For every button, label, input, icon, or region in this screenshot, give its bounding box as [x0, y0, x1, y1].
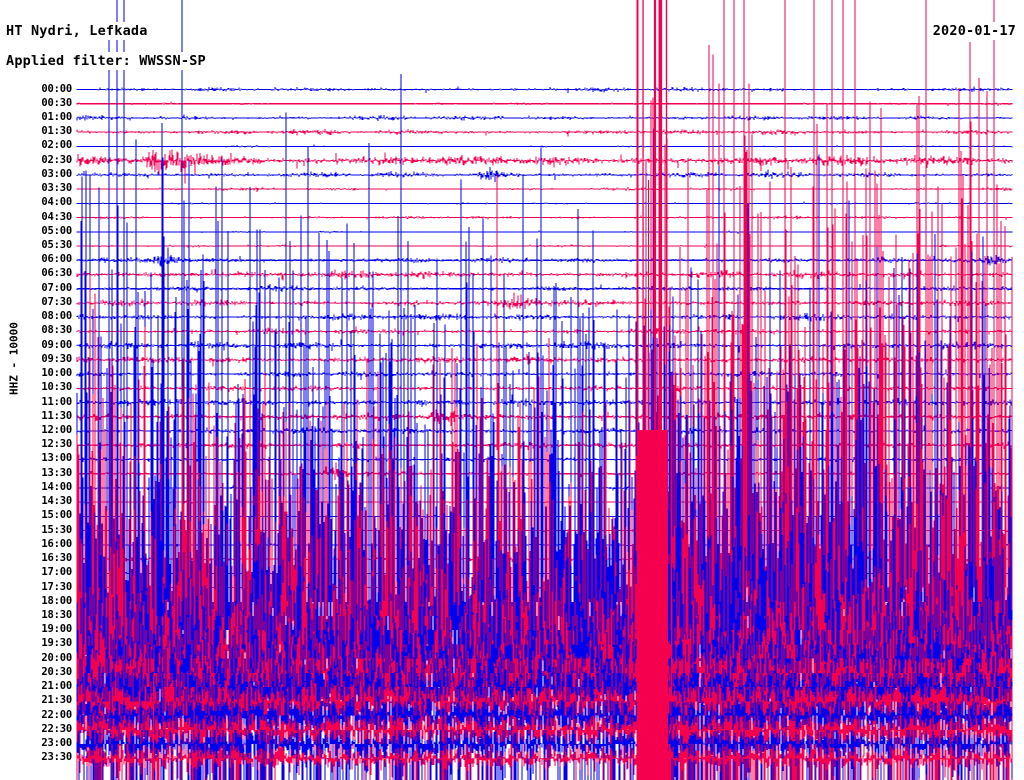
trace-row-07-30: [76, 292, 1013, 310]
trace-row-03-00: [76, 166, 1013, 183]
time-tick-01-00: 01:00: [41, 110, 72, 123]
trace-row-04-30: [76, 215, 1013, 221]
trace-row-03-30: [76, 187, 1013, 192]
trace-row-01-30: [76, 129, 1013, 137]
trace-row-00-00: [76, 86, 1013, 94]
trace-row-08-00: [76, 313, 1013, 323]
clipped-spike-5: [665, 0, 668, 780]
time-tick-23-30: 23:30: [41, 751, 72, 764]
trace-row-10-00: [76, 369, 1013, 381]
time-tick-12-30: 12:30: [41, 438, 72, 451]
trace-row-05-30: [76, 243, 1013, 248]
time-tick-12-00: 12:00: [41, 424, 72, 437]
time-tick-07-00: 07:00: [41, 281, 72, 294]
trace-row-23-30: [76, 745, 1013, 774]
time-tick-18-30: 18:30: [41, 609, 72, 621]
time-tick-01-30: 01:30: [41, 125, 72, 138]
time-tick-21-00: 21:00: [41, 680, 72, 693]
trace-row-11-00: [76, 394, 1013, 408]
time-tick-20-00: 20:00: [41, 651, 72, 664]
time-tick-06-30: 06:30: [41, 267, 72, 280]
trace-row-01-00: [76, 114, 1013, 121]
clipped-spike-3: [653, 0, 657, 780]
trace-row-06-30: [76, 268, 1013, 281]
trace-row-08-30: [76, 326, 1013, 336]
time-tick-19-30: 19:30: [41, 637, 72, 650]
trace-row-09-30: [76, 352, 1013, 367]
clipped-spike-1: [636, 0, 639, 780]
time-tick-15-00: 15:00: [41, 509, 72, 522]
time-tick-14-00: 14:00: [41, 480, 72, 493]
time-tick-11-00: 11:00: [41, 395, 72, 408]
time-tick-04-00: 04:00: [41, 196, 72, 209]
trace-row-22-30: [76, 708, 1013, 751]
time-tick-00-30: 00:30: [41, 96, 72, 109]
clipped-spike-4: [658, 0, 663, 780]
time-tick-10-30: 10:30: [41, 381, 72, 394]
time-tick-04-30: 04:30: [41, 210, 72, 223]
time-tick-00-00: 00:00: [41, 82, 72, 95]
time-tick-11-30: 11:30: [41, 409, 72, 422]
clipped-spike-8: [496, 175, 498, 450]
trace-row-21-30: [76, 670, 1013, 732]
trace-row-00-30: [76, 101, 1013, 106]
time-tick-16-30: 16:30: [41, 552, 72, 565]
trace-row-02-30: [76, 149, 1013, 184]
time-tick-09-00: 09:00: [41, 338, 72, 351]
trace-row-04-00: [76, 201, 1013, 205]
time-tick-14-30: 14:30: [41, 495, 72, 508]
trace-row-10-30: [76, 384, 1013, 392]
time-tick-22-30: 22:30: [41, 722, 72, 735]
time-tick-08-00: 08:00: [41, 310, 72, 323]
time-tick-05-00: 05:00: [41, 224, 72, 237]
clipped-spike-7: [671, 455, 672, 700]
trace-row-02-00: [76, 144, 1013, 148]
time-tick-15-30: 15:30: [41, 523, 72, 536]
time-tick-18-00: 18:00: [41, 594, 72, 607]
time-tick-19-00: 19:00: [41, 623, 72, 636]
time-tick-23-00: 23:00: [41, 737, 72, 750]
time-tick-02-00: 02:00: [41, 139, 72, 152]
clipped-spike-9: [153, 675, 154, 780]
time-tick-03-00: 03:00: [41, 167, 72, 180]
trace-row-05-00: [76, 230, 1013, 234]
time-tick-09-30: 09:30: [41, 352, 72, 365]
clipped-spike-2: [642, 0, 644, 780]
trace-row-09-00: [76, 339, 1013, 353]
time-tick-08-30: 08:30: [41, 324, 72, 337]
time-tick-13-30: 13:30: [41, 466, 72, 479]
time-tick-21-30: 21:30: [41, 694, 72, 707]
time-tick-22-00: 22:00: [41, 708, 72, 721]
time-tick-07-30: 07:30: [41, 295, 72, 308]
time-tick-10-00: 10:00: [41, 367, 72, 380]
time-tick-02-30: 02:30: [41, 153, 72, 166]
time-axis: 00:00 00:30 01:00 01:30 02:00 02:30 03:00 03:30…: [0, 0, 76, 780]
time-tick-16-00: 16:00: [41, 537, 72, 550]
saturated-event-block: [637, 430, 668, 780]
trace-row-07-00: [76, 284, 1013, 293]
trace-row-23-00: [76, 726, 1013, 761]
trace-row-06-00: [76, 254, 1013, 267]
time-tick-05-30: 05:30: [41, 239, 72, 252]
time-tick-20-30: 20:30: [41, 665, 72, 678]
time-tick-17-00: 17:00: [41, 566, 72, 579]
time-tick-17-30: 17:30: [41, 580, 72, 593]
time-tick-03-30: 03:30: [41, 182, 72, 195]
time-tick-06-00: 06:00: [41, 253, 72, 266]
time-tick-13-00: 13:00: [41, 452, 72, 465]
